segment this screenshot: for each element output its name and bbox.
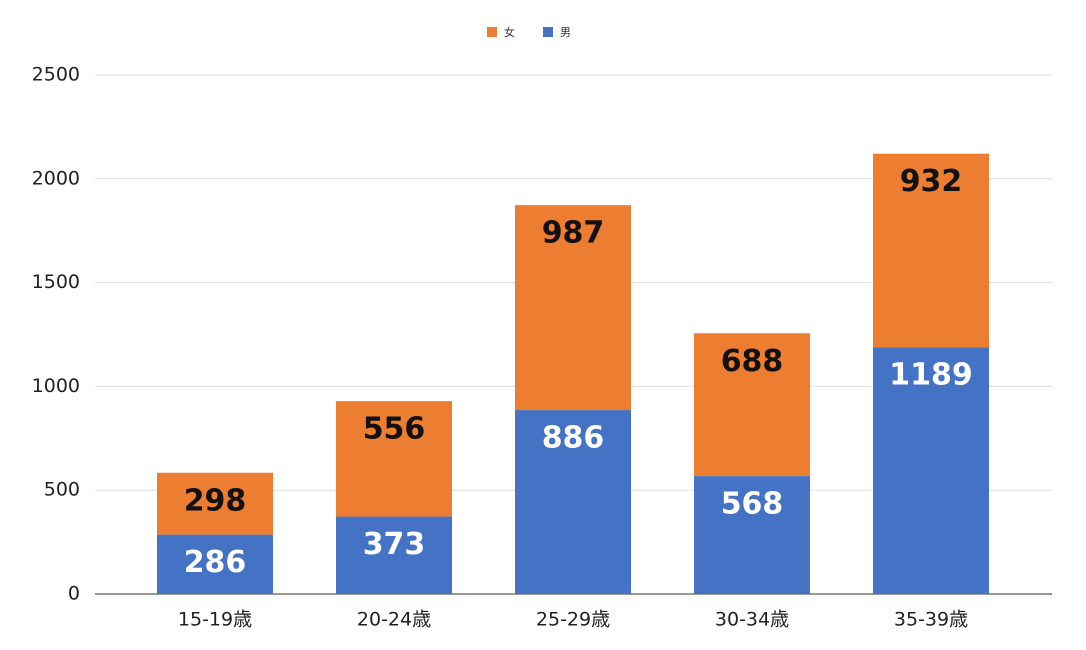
value-label: 932 (900, 164, 963, 199)
y-tick-label: 500 (44, 479, 80, 501)
bar-segment (873, 347, 989, 594)
x-tick-label: 15-19歳 (178, 609, 252, 631)
value-label: 298 (184, 483, 247, 518)
x-tick-label: 35-39歳 (894, 609, 968, 631)
value-label: 373 (363, 527, 426, 562)
value-label: 556 (363, 412, 426, 447)
bar-segment (694, 476, 810, 594)
x-tick-label: 30-34歳 (715, 609, 789, 631)
bar-segment (157, 472, 273, 535)
bar-segment (336, 401, 452, 517)
legend-swatch (543, 27, 553, 37)
value-label: 568 (721, 487, 784, 522)
value-label: 286 (184, 545, 247, 580)
bar-segment (336, 516, 452, 594)
legend-label: 女 (504, 25, 515, 39)
legend-swatch (487, 27, 497, 37)
bar-segment (694, 333, 810, 477)
value-label: 987 (542, 216, 605, 251)
value-label: 1189 (889, 358, 973, 393)
y-tick-label: 2000 (32, 167, 80, 189)
bar-segment (515, 205, 631, 411)
x-tick-label: 20-24歳 (357, 609, 431, 631)
value-label: 886 (542, 421, 605, 456)
y-tick-label: 2500 (32, 64, 80, 86)
y-tick-label: 1500 (32, 271, 80, 293)
y-tick-label: 1000 (32, 375, 80, 397)
y-tick-label: 0 (68, 583, 80, 605)
bar-segment (515, 410, 631, 594)
bar-segment (157, 534, 273, 594)
legend-label: 男 (560, 26, 571, 39)
x-tick-label: 25-29歳 (536, 609, 610, 631)
bar-segment (873, 153, 989, 348)
value-label: 688 (721, 344, 784, 379)
